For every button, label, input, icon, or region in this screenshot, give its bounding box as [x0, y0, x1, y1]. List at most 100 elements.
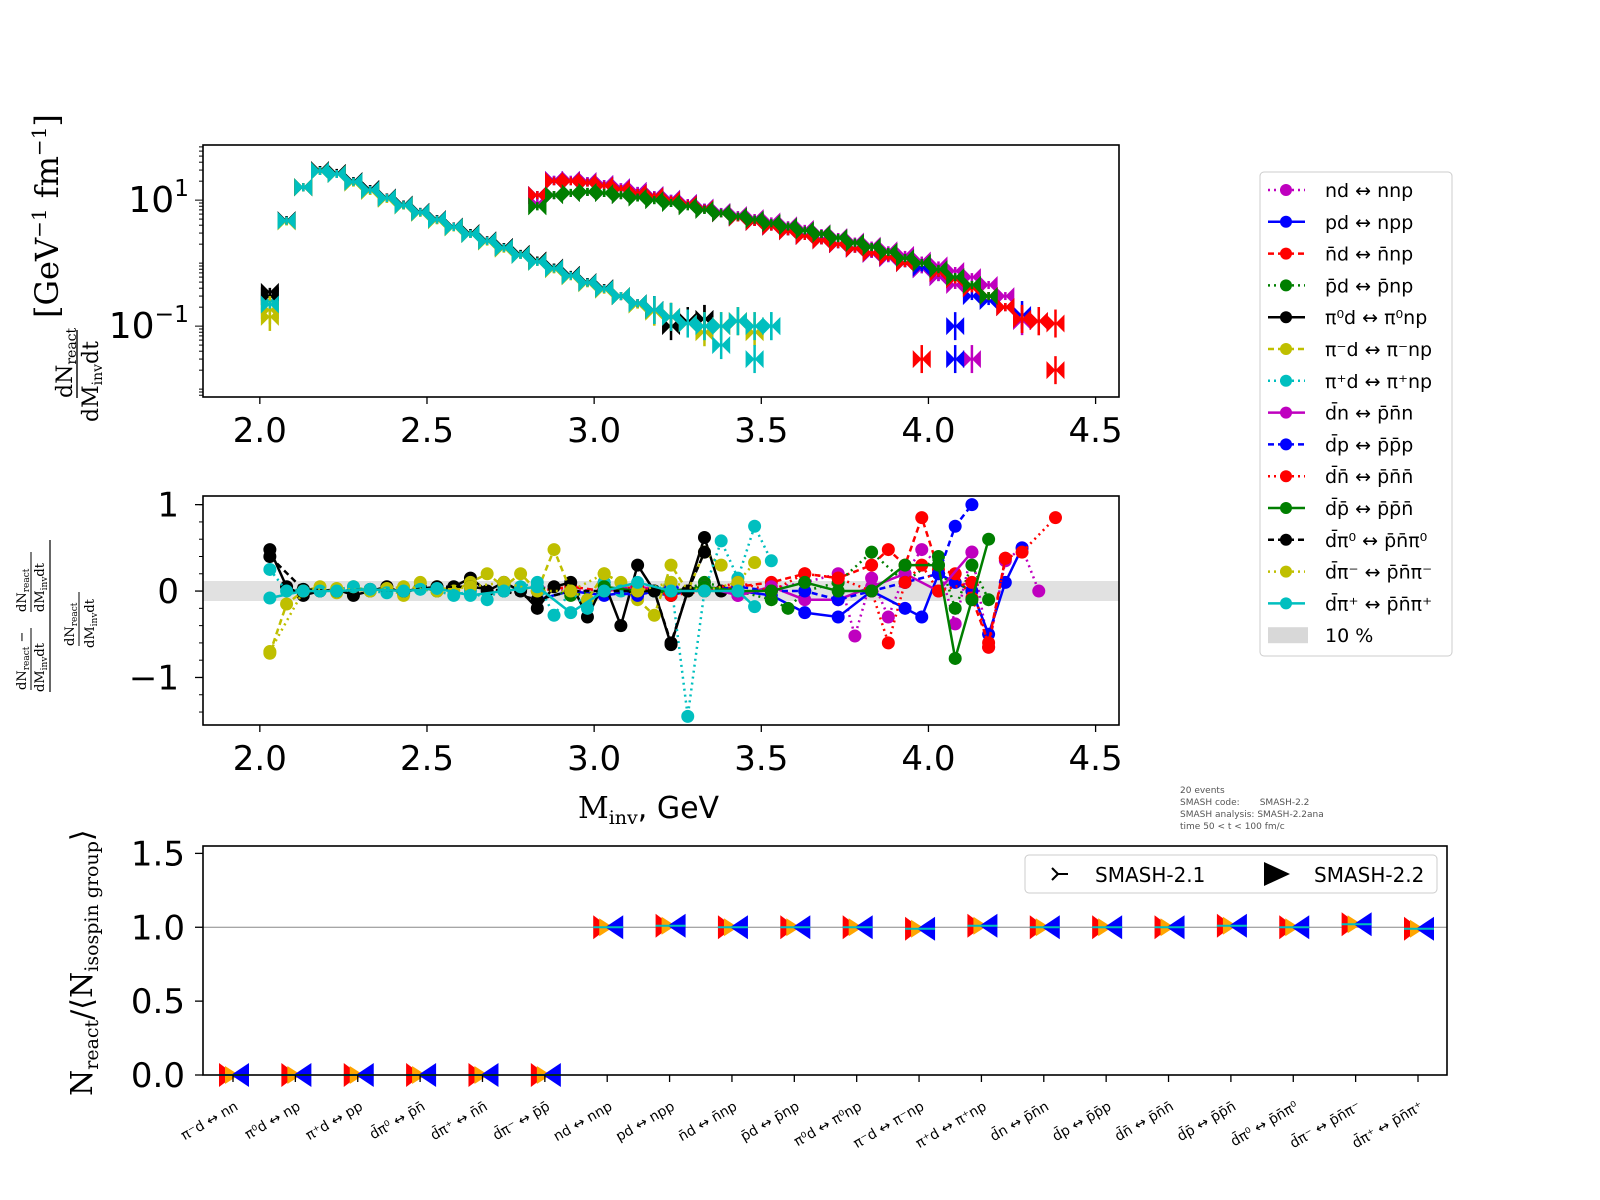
data-point — [762, 317, 772, 336]
legend-marker — [1280, 311, 1292, 324]
data-point — [898, 575, 912, 589]
y-tick-label: 0.5 — [131, 982, 185, 1022]
difference-series — [263, 556, 762, 659]
data-point — [879, 243, 889, 262]
legend-marker — [1280, 597, 1292, 610]
legend-label: d̄p ↔ p̄p̄p — [1325, 432, 1413, 456]
x-tick-label: 3.0 — [567, 739, 621, 779]
data-point — [804, 221, 814, 240]
data-point — [361, 180, 371, 199]
data-point — [881, 610, 895, 624]
spectrum-series — [260, 161, 781, 341]
data-point — [1048, 511, 1062, 525]
data-point — [564, 606, 578, 620]
data-point — [771, 214, 781, 233]
data-point — [280, 597, 294, 611]
data-point — [965, 558, 979, 572]
difference-xlabel: Minv, GeV — [578, 791, 720, 829]
x-tick-label: 4.5 — [1069, 739, 1123, 779]
data-point — [982, 640, 996, 654]
data-point — [353, 172, 363, 191]
data-point — [948, 651, 962, 665]
spectrum-frame — [202, 144, 1120, 398]
data-point — [260, 295, 270, 314]
data-point — [748, 600, 762, 614]
data-point — [931, 558, 945, 572]
data-point — [971, 275, 981, 294]
data-point — [795, 221, 805, 240]
data-point — [971, 350, 981, 369]
data-point — [764, 554, 778, 568]
data-point — [428, 210, 438, 229]
data-point — [948, 519, 962, 533]
legend-marker — [1280, 279, 1292, 292]
data-point — [871, 238, 881, 257]
data-point — [537, 252, 547, 271]
ratio-point — [905, 916, 936, 941]
data-point — [938, 260, 948, 279]
legend-marker — [1280, 184, 1292, 196]
data-point — [286, 211, 296, 230]
series-line — [268, 561, 756, 653]
ratio-frame — [202, 845, 1448, 1076]
data-point — [1022, 309, 1032, 328]
smash-21-marker-icon — [1051, 867, 1068, 881]
data-point — [781, 601, 795, 615]
svg-text:Nreact/⟨Nisospin group⟩: Nreact/⟨Nisospin group⟩ — [65, 829, 103, 1096]
x-tick-label: d̄n ↔ p̄n̄n — [987, 1097, 1052, 1145]
data-point — [754, 350, 764, 369]
data-point — [888, 243, 898, 262]
data-point — [712, 204, 722, 223]
data-point — [697, 530, 711, 544]
data-point — [662, 307, 672, 326]
data-point — [764, 584, 778, 598]
data-point — [330, 584, 344, 598]
data-point — [671, 307, 681, 326]
y-tick-label: 1.0 — [131, 908, 185, 948]
legend-label: π⁺d ↔ π⁺np — [1325, 371, 1432, 393]
data-point — [628, 188, 638, 207]
meta-analysis-label: SMASH analysis: — [1180, 810, 1255, 820]
data-point — [530, 580, 544, 594]
difference-series — [263, 575, 762, 620]
legend-marker — [1280, 533, 1292, 546]
data-point — [712, 336, 722, 355]
data-point — [731, 584, 745, 598]
data-point — [982, 593, 996, 607]
data-point — [578, 182, 588, 201]
data-point — [564, 584, 578, 598]
meta-analysis: SMASH analysis: SMASH-2.2ana — [1180, 810, 1324, 820]
ratio-point — [593, 915, 624, 940]
data-point — [497, 584, 511, 598]
ratio-ylabel: Nreact/⟨Nisospin group⟩ — [65, 829, 103, 1096]
data-point — [363, 582, 377, 596]
data-point — [537, 197, 547, 216]
x-tick-label: n̄d ↔ n̄np — [676, 1099, 740, 1145]
data-point — [545, 186, 555, 205]
data-point — [611, 287, 621, 306]
legend-marker — [1280, 215, 1292, 228]
x-tick-label: nd ↔ nnp — [551, 1099, 615, 1145]
data-point — [480, 567, 494, 581]
data-point — [645, 191, 655, 210]
svg-text:dMinvdt: dMinvdt — [33, 642, 50, 692]
data-point — [336, 164, 346, 183]
x-tick-label: pd ↔ npp — [613, 1099, 677, 1145]
data-point — [444, 217, 454, 236]
data-point — [728, 207, 738, 226]
x-tick-label: d̄p ↔ p̄p̄p — [1049, 1097, 1114, 1145]
y-tick-label: 10−1 — [109, 300, 189, 347]
data-point — [514, 567, 528, 581]
data-point — [263, 562, 277, 576]
data-point — [955, 268, 965, 287]
data-point — [912, 254, 922, 273]
ratio-point — [1216, 913, 1247, 938]
ratio-point — [1279, 915, 1310, 940]
data-point — [745, 317, 755, 336]
data-point — [470, 224, 480, 243]
data-point — [704, 317, 714, 336]
x-tick-label: 3.0 — [567, 411, 621, 451]
data-point — [547, 608, 561, 622]
legend-marker — [1280, 374, 1292, 387]
data-point — [762, 214, 772, 233]
